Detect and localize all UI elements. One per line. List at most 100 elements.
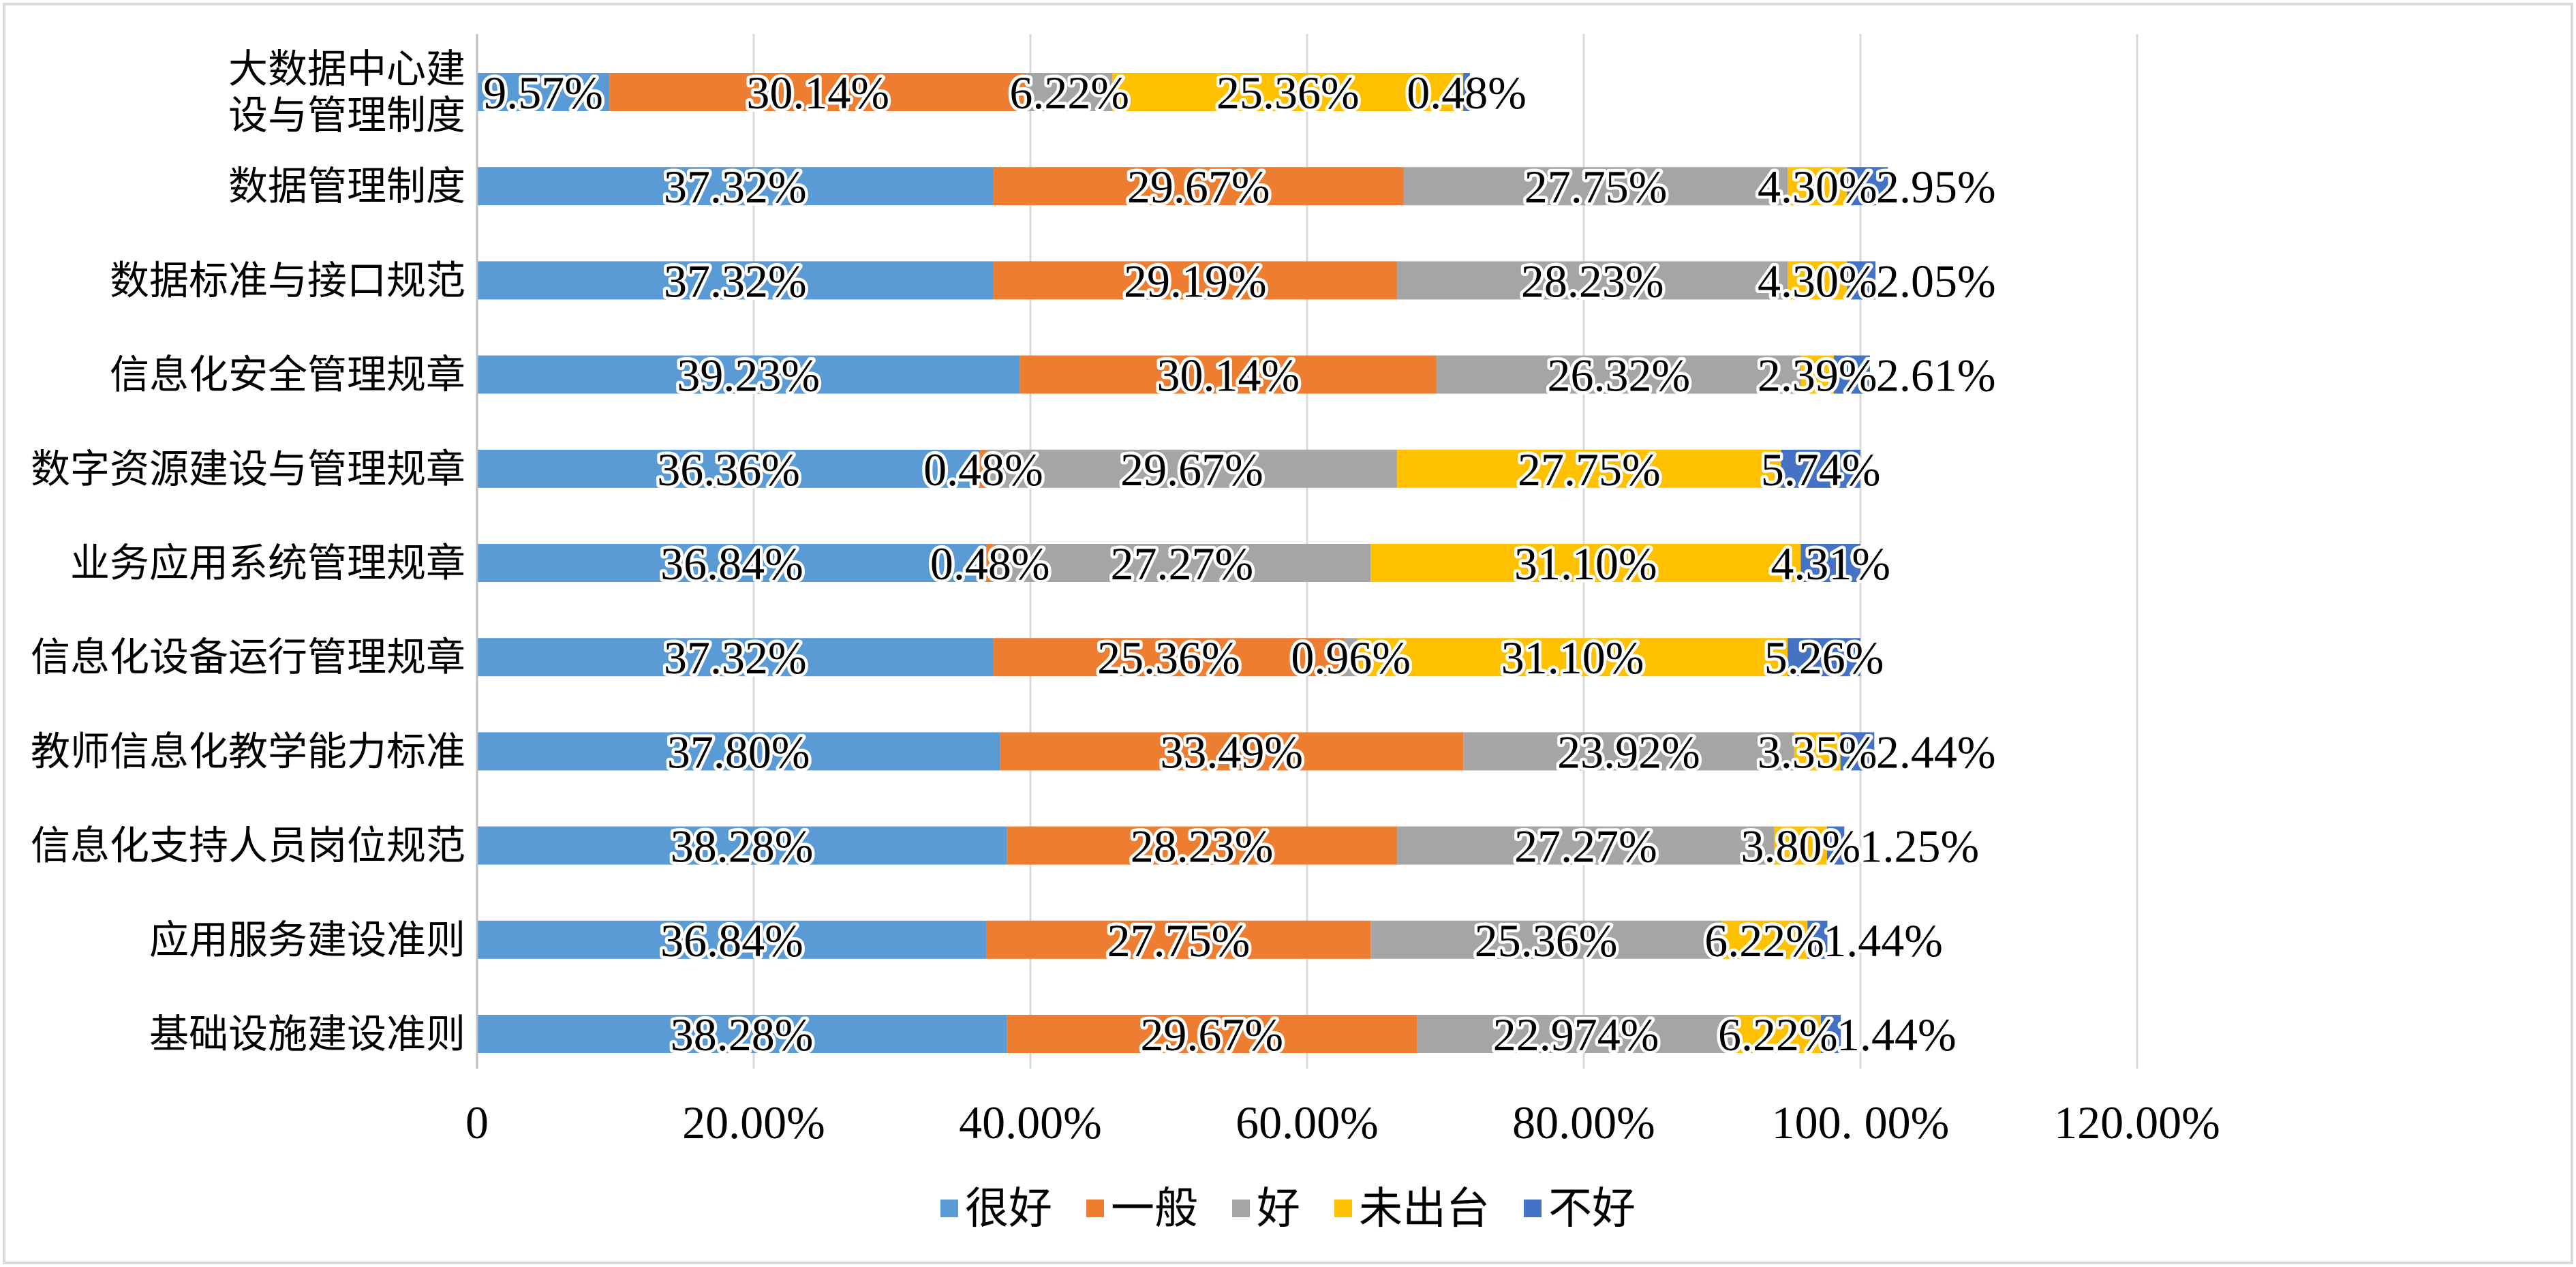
legend-label: 好	[1257, 1184, 1300, 1234]
bar-segment	[1834, 355, 1871, 394]
data-label: 0.48%	[1407, 67, 1527, 119]
data-label: 4.30%	[1758, 255, 1877, 307]
data-label: 6.22%	[1009, 67, 1129, 119]
data-label: 26.32%	[1548, 350, 1691, 401]
bar-segment	[1463, 73, 1470, 111]
bar-segment	[980, 449, 987, 488]
bar-segment	[1847, 167, 1888, 206]
legend-label: 未出台	[1359, 1184, 1490, 1234]
category-label: 信息化支持人员岗位规范	[31, 823, 465, 869]
data-label: 2.44%	[1876, 726, 1996, 778]
bar-segment	[477, 167, 994, 206]
bar-segment	[477, 920, 987, 959]
data-label: 2.05%	[1876, 255, 1996, 307]
data-label: 25.36%	[1097, 632, 1240, 684]
bar-segment	[986, 449, 1398, 488]
bar-segment	[1370, 920, 1721, 959]
bar-segment	[1357, 638, 1788, 677]
data-label: 4.30%	[1758, 161, 1877, 213]
data-label: 1.25%	[1859, 821, 1979, 872]
bar-segment	[1007, 826, 1398, 865]
data-label: 5.26%	[1764, 632, 1884, 684]
legend-label: 很好	[965, 1184, 1052, 1234]
bar-segment	[1397, 826, 1775, 865]
data-label: 4.31%	[1770, 538, 1890, 590]
bar-segment	[1112, 73, 1464, 111]
data-label: 37.32%	[664, 255, 807, 307]
bar-segment	[1774, 826, 1827, 865]
legend-swatch	[1086, 1200, 1104, 1217]
bar-segment	[477, 544, 987, 582]
bar-segment	[1781, 449, 1860, 488]
data-label: 3.35%	[1758, 726, 1877, 778]
data-label: 6.22%	[1718, 1009, 1838, 1060]
legend-swatch	[1334, 1200, 1352, 1217]
data-labels: 9.57% 30.14% 6.22% 25.36% 0.48% 37.32% 29.67% 2…	[480, 64, 1999, 1064]
bar-segment	[1788, 167, 1847, 206]
legend-swatch	[1524, 1200, 1542, 1217]
category-label: 基础设施建设准则	[149, 1011, 465, 1057]
data-label: 0.96%	[1291, 632, 1411, 684]
x-tick-label: 60.00%	[1236, 1097, 1379, 1148]
bar-segment	[477, 449, 981, 488]
data-label: 36.36%	[657, 444, 800, 495]
bar-segment	[1721, 920, 1808, 959]
category-label: 数据管理制度	[228, 163, 465, 209]
data-label: 39.23%	[677, 350, 820, 401]
data-label: 37.32%	[664, 161, 807, 213]
legend-swatch	[1232, 1200, 1250, 1217]
data-label: 27.27%	[1111, 538, 1254, 590]
bar-segment	[1840, 732, 1875, 771]
data-label: 28.23%	[1521, 255, 1664, 307]
bar-segment	[477, 732, 1000, 771]
x-tick-label: 100. 00%	[1772, 1097, 1950, 1148]
bar-segment	[993, 167, 1404, 206]
data-label: 27.75%	[1518, 444, 1661, 495]
bar-segment	[477, 826, 1007, 865]
bar-segment	[477, 1015, 1007, 1053]
bar-segment	[1344, 638, 1358, 677]
legend: 很好 一般 好 未出台 不好	[940, 1184, 1636, 1234]
data-label: 36.84%	[660, 538, 803, 590]
data-label: 28.23%	[1131, 821, 1274, 872]
data-label: 0.48%	[923, 444, 1043, 495]
bar-segment	[993, 638, 1345, 677]
bar-segment	[1397, 261, 1788, 300]
data-label: 6.22%	[1704, 915, 1824, 966]
data-label: 25.36%	[1216, 67, 1360, 119]
data-label: 33.49%	[1160, 726, 1303, 778]
x-tick-label: 80.00%	[1512, 1097, 1655, 1148]
data-label: 5.74%	[1761, 444, 1881, 495]
data-label: 25.36%	[1475, 915, 1618, 966]
category-label: 数据标准与接口规范	[110, 257, 465, 303]
data-label: 27.27%	[1514, 821, 1657, 872]
category-label: 信息化安全管理规章	[110, 352, 465, 398]
category-label: 设与管理制度	[228, 92, 465, 138]
data-label: 2.61%	[1876, 350, 1996, 401]
bar-segment	[1397, 449, 1781, 488]
bar-segment	[1000, 732, 1464, 771]
legend-label: 一般	[1111, 1184, 1198, 1234]
bar-segment	[1007, 1015, 1417, 1053]
category-label: 信息化设备运行管理规章	[31, 634, 465, 680]
data-label: 31.10%	[1514, 538, 1657, 590]
category-label: 业务应用系统管理规章	[70, 540, 465, 586]
category-label: 教师信息化教学能力标准	[31, 728, 465, 774]
data-label: 30.14%	[1156, 350, 1300, 401]
data-label: 1.44%	[1823, 915, 1943, 966]
bar-segment	[1794, 732, 1841, 771]
bar-segment	[1800, 355, 1835, 394]
bar-segment	[1826, 826, 1845, 865]
data-label: 23.92%	[1557, 726, 1700, 778]
data-label: 37.32%	[664, 632, 807, 684]
bar-segment	[1463, 732, 1794, 771]
bar-segment	[1820, 1015, 1841, 1053]
data-label: 1.44%	[1837, 1009, 1957, 1060]
bar-segment	[986, 920, 1371, 959]
axes: 0 20.00% 40.00% 60.00% 80.00% 100. 00% 120.00%…	[31, 34, 2220, 1148]
bar-segment	[1788, 638, 1860, 677]
data-label: 29.19%	[1124, 255, 1267, 307]
data-label: 29.67%	[1127, 161, 1270, 213]
bar-segment	[477, 73, 610, 111]
